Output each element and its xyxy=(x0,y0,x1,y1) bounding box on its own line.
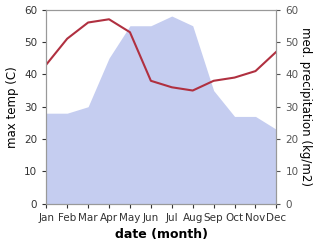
Y-axis label: med. precipitation (kg/m2): med. precipitation (kg/m2) xyxy=(300,27,313,186)
X-axis label: date (month): date (month) xyxy=(115,228,208,242)
Y-axis label: max temp (C): max temp (C) xyxy=(5,66,18,148)
